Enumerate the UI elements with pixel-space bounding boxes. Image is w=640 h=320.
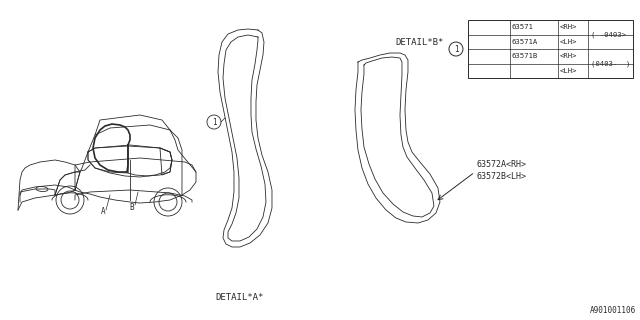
Text: (0403-  ): (0403- ) bbox=[591, 60, 630, 67]
Text: B: B bbox=[130, 204, 134, 212]
Text: ( -0403>: ( -0403> bbox=[591, 31, 626, 38]
Text: <LH>: <LH> bbox=[560, 68, 577, 74]
Text: <LH>: <LH> bbox=[560, 39, 577, 45]
Text: DETAIL*A*: DETAIL*A* bbox=[216, 293, 264, 302]
Text: 63571A: 63571A bbox=[512, 39, 538, 45]
Text: 63571B: 63571B bbox=[512, 53, 538, 59]
Circle shape bbox=[207, 115, 221, 129]
Circle shape bbox=[56, 186, 84, 214]
Text: A: A bbox=[100, 207, 106, 217]
Text: 1: 1 bbox=[454, 44, 458, 53]
Bar bbox=[468, 20, 633, 78]
Text: DETAIL*B*: DETAIL*B* bbox=[396, 37, 444, 46]
Text: 63572B<LH>: 63572B<LH> bbox=[477, 172, 527, 181]
Text: <RH>: <RH> bbox=[560, 53, 577, 59]
Text: <RH>: <RH> bbox=[560, 24, 577, 30]
Circle shape bbox=[449, 42, 463, 56]
Text: 1: 1 bbox=[212, 117, 216, 126]
Circle shape bbox=[154, 188, 182, 216]
Text: A901001106: A901001106 bbox=[589, 306, 636, 315]
Text: 63571: 63571 bbox=[512, 24, 534, 30]
Text: 63572A<RH>: 63572A<RH> bbox=[477, 161, 527, 170]
